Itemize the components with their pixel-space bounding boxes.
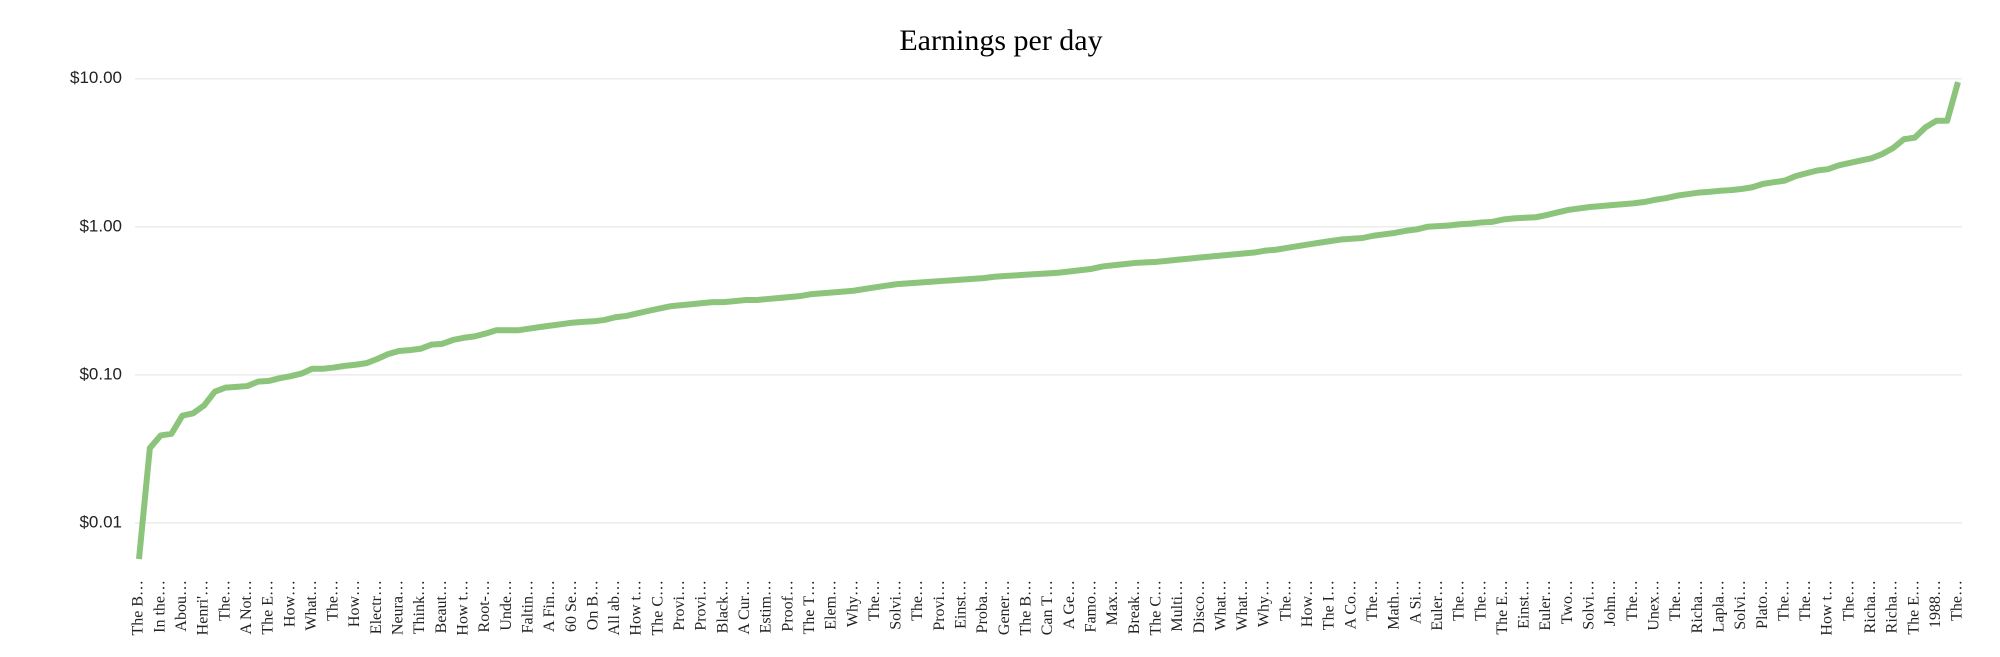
x-tick-label: Unex… <box>1646 580 1663 631</box>
x-tick-label: 1988… <box>1927 580 1944 628</box>
x-tick-label: Provi… <box>693 580 710 631</box>
x-tick-label: Why… <box>844 580 861 627</box>
x-tick-label: Proba… <box>974 580 991 633</box>
x-tick-label: John… <box>1602 580 1619 626</box>
x-tick-label: Solvi… <box>1732 580 1749 630</box>
chart-title: Earnings per day <box>899 24 1102 57</box>
x-tick-label: Provi… <box>671 580 688 631</box>
x-tick-label: Lapla… <box>1710 580 1727 632</box>
x-tick-label: Solvi… <box>888 580 905 630</box>
x-tick-label: Proof… <box>779 580 796 632</box>
x-tick-label: In the… <box>151 580 168 633</box>
x-tick-label: The… <box>1364 580 1381 621</box>
x-tick-label: A Fin… <box>541 580 558 632</box>
x-tick-label: The C… <box>649 580 666 636</box>
x-tick-label: The T… <box>801 580 818 634</box>
x-tick-label: Neura… <box>390 580 407 635</box>
x-tick-label: Beaut… <box>433 580 450 633</box>
x-tick-label: Richa… <box>1862 580 1879 633</box>
x-tick-label: All ab… <box>606 580 623 636</box>
x-tick-label: The E… <box>1905 580 1922 635</box>
x-tick-label: Unde… <box>498 580 515 631</box>
x-tick-label: A Not… <box>238 580 255 635</box>
x-tick-label: How… <box>346 580 363 627</box>
x-tick-label: How t… <box>628 580 645 636</box>
y-tick-label: $0.01 <box>79 512 122 531</box>
x-tick-label: Electr… <box>368 580 385 634</box>
x-tick-label: The… <box>1840 580 1857 621</box>
x-tick-label: On B… <box>584 580 601 630</box>
x-tick-label: Root-… <box>476 580 493 632</box>
x-tick-label: Black… <box>714 580 731 633</box>
x-tick-label: The… <box>1277 580 1294 621</box>
x-tick-label: Plato… <box>1754 580 1771 629</box>
x-tick-label: Solvi… <box>1581 580 1598 630</box>
data-line <box>136 81 1961 560</box>
x-tick-label: A Ge… <box>1061 580 1078 629</box>
x-tick-label: Famo… <box>1082 580 1099 632</box>
x-tick-label: Two… <box>1559 580 1576 624</box>
y-tick-label: $0.10 <box>79 364 122 383</box>
x-tick-label: Elem… <box>823 580 840 630</box>
x-tick-label: Abou… <box>173 580 190 632</box>
x-tick-label: Faltin… <box>519 580 536 633</box>
x-tick-label: The… <box>1667 580 1684 621</box>
x-tick-label: The… <box>1451 580 1468 621</box>
x-tick-label: The E… <box>1494 580 1511 635</box>
x-tick-label: What… <box>303 580 320 631</box>
x-tick-label: Estim… <box>758 580 775 633</box>
x-tick-label: Euler… <box>1537 580 1554 631</box>
x-tick-label: What… <box>1212 580 1229 631</box>
x-tick-label: The B… <box>1018 580 1035 636</box>
x-tick-label: The… <box>1797 580 1814 621</box>
x-tick-label: The… <box>1949 580 1966 621</box>
x-tick-label: The C… <box>1147 580 1164 636</box>
x-tick-label: Einst… <box>1516 580 1533 629</box>
x-tick-label: Richa… <box>1884 580 1901 633</box>
x-tick-label: Einst… <box>953 580 970 629</box>
x-tick-label: Euler… <box>1429 580 1446 631</box>
x-tick-label: The… <box>1472 580 1489 621</box>
x-tick-label: The… <box>866 580 883 621</box>
x-tick-label: Gener… <box>996 580 1013 635</box>
x-tick-label: How… <box>1299 580 1316 627</box>
x-tick-label: A Co… <box>1342 580 1359 629</box>
x-tick-label: How t… <box>454 580 471 636</box>
x-tick-label: The B… <box>130 580 147 636</box>
x-tick-label: Richa… <box>1689 580 1706 633</box>
x-tick-label: Provi… <box>931 580 948 631</box>
x-tick-label: The… <box>1775 580 1792 621</box>
x-tick-label: The… <box>909 580 926 621</box>
x-tick-label: Can T… <box>1039 580 1056 635</box>
y-tick-label: $10.00 <box>70 68 122 87</box>
x-tick-label: Disco… <box>1191 580 1208 633</box>
x-tick-label: The… <box>1624 580 1641 621</box>
x-tick-label: A Cur… <box>736 580 753 635</box>
x-tick-label: Break… <box>1126 580 1143 634</box>
y-tick-label: $1.00 <box>79 216 122 235</box>
x-tick-label: 60 Se… <box>563 580 580 632</box>
x-tick-label: Why… <box>1256 580 1273 627</box>
x-tick-label: Max… <box>1104 580 1121 625</box>
x-tick-label: The… <box>325 580 342 621</box>
x-tick-label: A Si… <box>1407 580 1424 624</box>
x-tick-label: The… <box>216 580 233 621</box>
x-tick-label: Henri'… <box>195 580 212 635</box>
x-tick-label: The I… <box>1321 580 1338 630</box>
x-tick-label: How t… <box>1819 580 1836 636</box>
x-tick-label: How… <box>281 580 298 627</box>
x-tick-label: Multi… <box>1169 580 1186 632</box>
x-tick-label: What… <box>1234 580 1251 631</box>
x-tick-label: Math… <box>1386 580 1403 630</box>
x-tick-label: The E… <box>260 580 277 635</box>
x-tick-label: Think… <box>411 580 428 634</box>
